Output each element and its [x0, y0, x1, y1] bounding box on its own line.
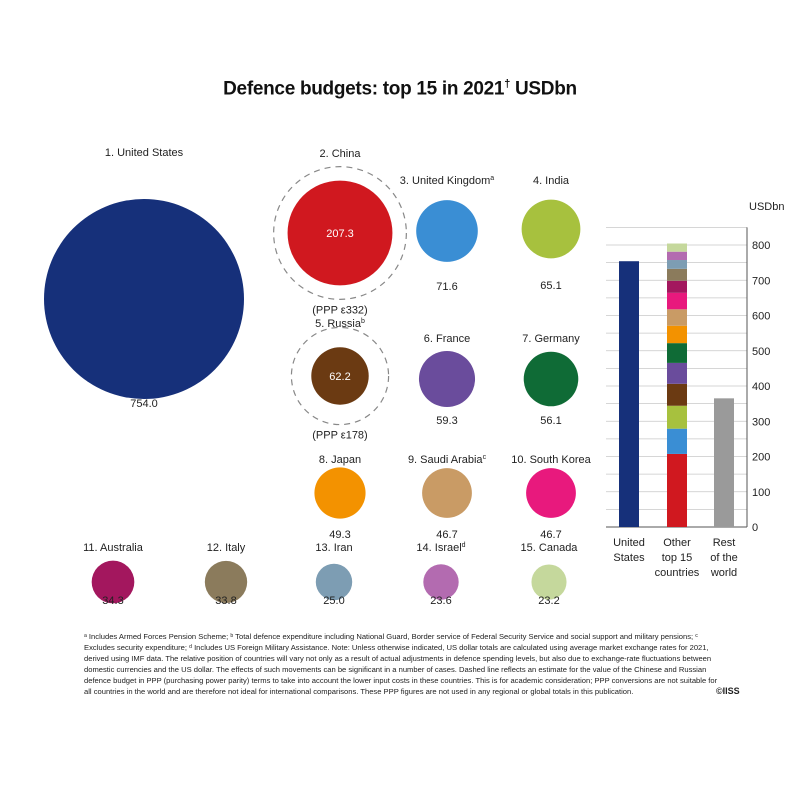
- value-label-china: 207.3: [326, 228, 354, 240]
- ppp-circle-china: [273, 166, 407, 300]
- bar-segment-australia: [667, 280, 687, 293]
- country-label-united-kingdom: 3. United Kingdoma: [400, 175, 495, 187]
- country-label-france: 6. France: [424, 333, 470, 345]
- x-category-label: of the: [710, 552, 738, 564]
- x-category-label: Rest: [713, 537, 736, 549]
- y-tick-label: 0: [752, 522, 758, 534]
- bubble-france: [418, 350, 476, 408]
- value-label-india: 65.1: [540, 280, 561, 292]
- bar-united-states: [619, 261, 639, 527]
- bar-segment-united-kingdom: [667, 428, 687, 454]
- y-tick-label: 200: [752, 452, 770, 464]
- country-label-israel: 14. Israeld: [416, 542, 465, 554]
- bubble-russia: [311, 347, 369, 405]
- footnotes: ᵃ Includes Armed Forces Pension Scheme; …: [84, 632, 718, 696]
- y-tick-label: 600: [752, 311, 770, 323]
- bubble-germany: [523, 351, 579, 407]
- y-axis-unit: USDbn: [749, 201, 784, 213]
- bubble-united-states: [44, 199, 244, 399]
- ppp-circle-russia: [290, 326, 390, 426]
- country-label-italy: 12. Italy: [207, 542, 246, 554]
- bar-segment-italy: [667, 268, 687, 281]
- value-label-russia: 62.2: [329, 371, 350, 383]
- country-label-russia: 5. Russiab: [315, 318, 365, 330]
- x-category-label: States: [613, 552, 645, 564]
- value-label-south-korea: 46.7: [540, 529, 561, 541]
- y-tick-label: 100: [752, 487, 770, 499]
- y-tick-label: 300: [752, 416, 770, 428]
- y-tick-label: 400: [752, 381, 770, 393]
- bar-segment-germany: [667, 343, 687, 363]
- bubble-united-kingdom: [416, 200, 478, 262]
- title-mark: †: [504, 78, 511, 90]
- x-category-label: world: [710, 567, 737, 579]
- country-label-iran: 13. Iran: [315, 542, 352, 554]
- bubble-iran: [315, 563, 353, 601]
- chart-title: Defence budgets: top 15 in 2021† USDbn: [0, 78, 800, 100]
- bubble-south-korea: [526, 468, 576, 518]
- bubble-india: [521, 199, 581, 259]
- x-category-label: countries: [655, 567, 700, 579]
- bubble-australia: [91, 560, 135, 604]
- bar-segment-china: [667, 453, 687, 527]
- bar-segment-iran: [667, 260, 687, 269]
- bubble-italy: [204, 560, 248, 604]
- country-label-japan: 8. Japan: [319, 454, 361, 466]
- country-label-china: 2. China: [320, 148, 362, 160]
- bubble-saudi-arabia: [422, 468, 472, 518]
- note-mark: b: [361, 318, 365, 325]
- bar-segment-israel: [667, 251, 687, 261]
- title-unit: USDbn: [515, 78, 577, 100]
- value-label-germany: 56.1: [540, 415, 561, 427]
- bar-segment-russia: [667, 383, 687, 406]
- country-label-united-states: 1. United States: [105, 147, 184, 159]
- country-label-saudi-arabia: 9. Saudi Arabiac: [408, 454, 487, 466]
- title-text: Defence budgets: top 15 in 2021: [223, 78, 505, 100]
- value-label-canada: 23.2: [538, 595, 559, 607]
- copyright: ©IISS: [716, 686, 740, 696]
- x-category-label: Other: [663, 537, 691, 549]
- country-label-germany: 7. Germany: [522, 333, 580, 345]
- country-label-australia: 11. Australia: [83, 542, 144, 554]
- value-label-italy: 33.8: [215, 595, 236, 607]
- value-label-united-kingdom: 71.6: [436, 281, 457, 293]
- country-label-south-korea: 10. South Korea: [511, 454, 591, 466]
- bubble-canada: [531, 564, 567, 600]
- bubble-china: [287, 180, 393, 286]
- country-label-canada: 15. Canada: [521, 542, 579, 554]
- bubble-japan: [314, 467, 366, 519]
- bubble-israel: [423, 564, 459, 600]
- value-label-united-states: 754.0: [130, 398, 158, 410]
- ppp-label-russia: (PPP ε178): [312, 430, 367, 442]
- note-mark: a: [490, 175, 494, 182]
- country-label-india: 4. India: [533, 175, 570, 187]
- bar-segment-saudi-arabia: [667, 309, 687, 326]
- bar-segment-france: [667, 362, 687, 384]
- value-label-australia: 34.3: [102, 595, 123, 607]
- bar-segment-canada: [667, 243, 687, 252]
- y-tick-label: 500: [752, 346, 770, 358]
- value-label-saudi-arabia: 46.7: [436, 529, 457, 541]
- bar-rest-of-world: [714, 398, 734, 527]
- bar-segment-south-korea: [667, 292, 687, 310]
- y-tick-label: 800: [752, 240, 770, 252]
- value-label-israel: 23.6: [430, 595, 451, 607]
- x-category-label: top 15: [662, 552, 693, 564]
- value-label-iran: 25.0: [323, 595, 344, 607]
- note-mark: c: [483, 454, 487, 461]
- note-mark: d: [462, 542, 466, 549]
- value-label-france: 59.3: [436, 415, 457, 427]
- y-tick-label: 700: [752, 275, 770, 287]
- x-category-label: United: [613, 537, 645, 549]
- bar-segment-india: [667, 405, 687, 429]
- ppp-label-china: (PPP ε332): [312, 304, 367, 316]
- value-label-japan: 49.3: [329, 529, 350, 541]
- bar-segment-japan: [667, 325, 687, 344]
